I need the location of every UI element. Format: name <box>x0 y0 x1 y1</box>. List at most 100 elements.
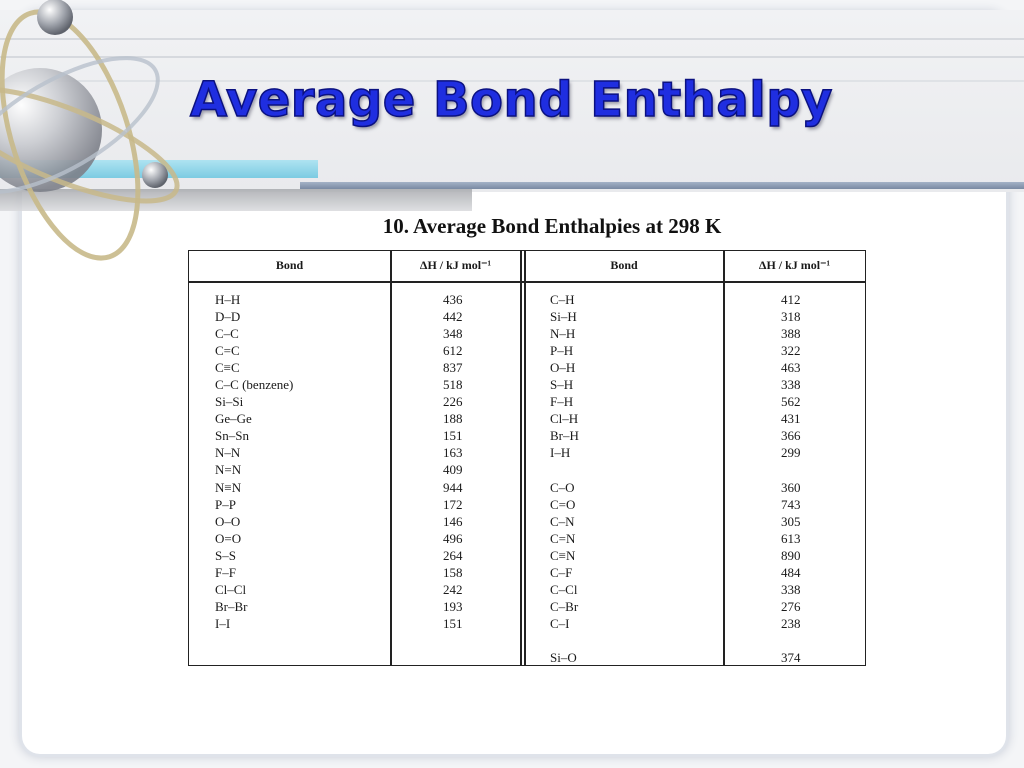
bond-cell <box>550 632 579 649</box>
enthalpy-cell: 442 <box>443 309 463 325</box>
bond-cell: C–Cl <box>550 581 578 597</box>
bond-cell: C–I <box>550 615 570 631</box>
bond-cell: P–P <box>215 496 236 512</box>
column-header-bond: Bond <box>610 258 638 272</box>
bond-cell: Cl–Cl <box>215 581 247 597</box>
header-rule <box>0 80 1024 82</box>
bond-cell: N=N <box>215 462 242 478</box>
enthalpy-cell: 388 <box>781 326 801 342</box>
table-header-rule <box>189 281 865 283</box>
bond-cell: N≡N <box>215 479 242 495</box>
enthalpy-cell: 338 <box>781 377 801 393</box>
bond-cell: Br–Br <box>215 598 248 614</box>
bond-cell: F–H <box>550 394 574 410</box>
bond-cell: C=O <box>550 496 576 512</box>
bond-cell: C–O <box>550 479 575 495</box>
bond-cell: Si–O <box>550 649 577 665</box>
table-caption: 10. Average Bond Enthalpies at 298 K <box>382 214 722 238</box>
bond-cell: C≡C <box>215 360 240 376</box>
enthalpy-cell: 151 <box>443 428 463 444</box>
enthalpy-cell: 299 <box>781 445 801 461</box>
enthalpy-list-right: 412 318 388 322 463 338 562 431 366 299 360 743 305 6… <box>781 291 801 666</box>
bond-cell: Br–H <box>550 428 579 444</box>
bond-enthalpy-table: Bond ΔH / kJ mol⁻¹ Bond ΔH / kJ mol⁻¹ H–… <box>188 250 866 666</box>
enthalpy-cell: 226 <box>443 394 463 410</box>
column-header-enthalpy: ΔH / kJ mol⁻¹ <box>758 258 831 272</box>
enthalpy-cell: 322 <box>781 343 801 359</box>
enthalpy-cell: 562 <box>781 394 801 410</box>
bond-cell: C–C <box>215 326 239 342</box>
bond-cell: C–N <box>550 513 575 529</box>
enthalpy-cell: 188 <box>443 411 463 427</box>
enthalpy-cell: 463 <box>781 360 801 376</box>
column-header-bond: Bond <box>275 258 304 272</box>
header-rule <box>0 56 1024 58</box>
bond-list-left: H–H D–D C–C C=C C≡C C–C (benzene) Si–Si Ge–Ge Sn… <box>215 291 293 632</box>
accent-bar-gray <box>0 189 472 211</box>
enthalpy-cell: 163 <box>443 445 463 461</box>
enthalpy-cell: 412 <box>781 292 801 307</box>
table-divider <box>520 251 522 665</box>
enthalpy-cell: 613 <box>781 530 801 546</box>
enthalpy-cell: 242 <box>443 581 463 597</box>
bond-cell: C=N <box>550 530 576 546</box>
bond-cell: O–H <box>550 360 576 376</box>
bond-cell: S–H <box>550 377 574 393</box>
bond-cell: D–D <box>215 309 241 325</box>
column-header-enthalpy: ΔH / kJ mol⁻¹ <box>419 258 492 272</box>
bond-cell: H–H <box>215 292 241 307</box>
bond-cell: N–N <box>215 445 241 461</box>
bond-cell: C–F <box>550 564 573 580</box>
table-divider <box>524 251 526 665</box>
enthalpy-list-left: 436 442 348 612 837 518 226 188 151 163 409 944 172 1… <box>443 291 463 632</box>
bond-cell: S–S <box>215 547 236 563</box>
header-bottom-rule <box>300 182 1024 189</box>
enthalpy-cell: 172 <box>443 496 463 512</box>
enthalpy-cell: 158 <box>443 564 463 580</box>
enthalpy-cell: 944 <box>443 479 463 495</box>
enthalpy-cell: 360 <box>781 479 801 495</box>
enthalpy-cell: 193 <box>443 598 463 614</box>
enthalpy-cell: 837 <box>443 360 463 376</box>
bond-cell: I–I <box>215 615 231 631</box>
enthalpy-cell: 484 <box>781 564 801 580</box>
bond-list-right: C–H Si–H N–H P–H O–H S–H F–H Cl–H Br–H I–H C–O C=O C… <box>550 291 579 666</box>
slide-title: Average Bond Enthalpy <box>189 71 833 129</box>
bond-cell: P–H <box>550 343 574 359</box>
enthalpy-cell <box>781 461 801 478</box>
enthalpy-cell: 431 <box>781 411 801 427</box>
bond-cell: Cl–H <box>550 411 579 427</box>
content-panel <box>162 214 870 676</box>
enthalpy-cell: 496 <box>443 530 463 546</box>
bond-cell: Si–Si <box>215 394 244 410</box>
bond-cell: Ge–Ge <box>215 411 252 427</box>
enthalpy-cell: 518 <box>443 377 463 393</box>
enthalpy-cell: 890 <box>781 547 801 563</box>
enthalpy-cell: 238 <box>781 615 801 631</box>
enthalpy-cell: 146 <box>443 513 463 529</box>
enthalpy-cell: 338 <box>781 581 801 597</box>
bond-cell: C–C (benzene) <box>215 377 294 393</box>
table-divider <box>390 251 392 665</box>
bond-cell: N–H <box>550 326 576 342</box>
enthalpy-cell: 612 <box>443 343 463 359</box>
header-rule <box>0 38 1024 40</box>
bond-cell <box>550 461 579 478</box>
bond-cell: C–H <box>550 292 575 307</box>
enthalpy-cell: 348 <box>443 326 463 342</box>
enthalpy-cell: 366 <box>781 428 801 444</box>
bond-cell: O–O <box>215 513 241 529</box>
enthalpy-cell: 318 <box>781 309 801 325</box>
enthalpy-cell: 151 <box>443 615 463 631</box>
atom-orbit-icon <box>0 0 180 261</box>
bond-cell: O=O <box>215 530 242 546</box>
bond-cell: I–H <box>550 445 571 461</box>
enthalpy-cell: 436 <box>443 292 463 307</box>
enthalpy-cell: 276 <box>781 598 801 614</box>
bond-cell: F–F <box>215 564 236 580</box>
enthalpy-cell: 264 <box>443 547 463 563</box>
bond-cell: C≡N <box>550 547 576 563</box>
bond-cell: Sn–Sn <box>215 428 249 444</box>
enthalpy-cell: 743 <box>781 496 801 512</box>
bond-cell: C=C <box>215 343 240 359</box>
